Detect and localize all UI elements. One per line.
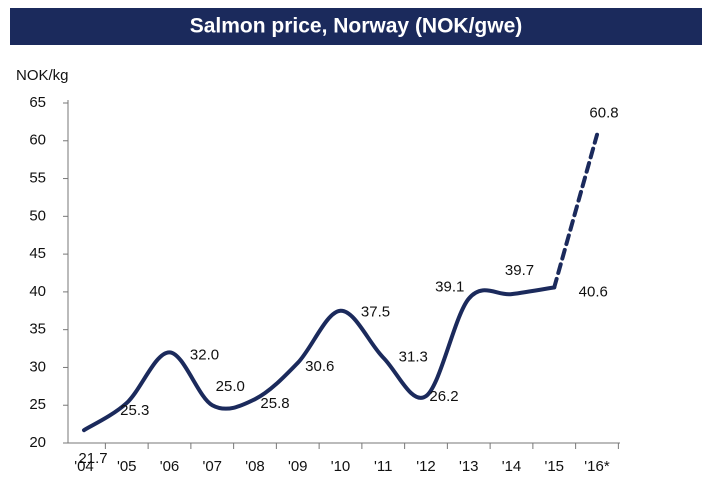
x-tick-label: '15 — [544, 458, 564, 475]
data-label: 40.6 — [579, 283, 608, 300]
y-tick-label: 20 — [29, 434, 46, 451]
data-label: 37.5 — [361, 304, 390, 321]
chart-title: Salmon price, Norway (NOK/gwe) — [190, 15, 523, 38]
y-tick-label: 25 — [29, 396, 46, 413]
x-tick-label: '13 — [459, 458, 479, 475]
x-tick-label: '06 — [160, 458, 180, 475]
data-label: 21.7 — [78, 450, 107, 467]
x-tick-label: '09 — [288, 458, 308, 475]
x-tick-label: '10 — [331, 458, 351, 475]
y-tick-label: 40 — [29, 283, 46, 300]
data-label: 30.6 — [305, 358, 334, 375]
x-tick-label: '04 — [74, 458, 94, 475]
x-tick-label: '14 — [502, 458, 522, 475]
y-tick-label: 55 — [29, 170, 46, 187]
y-tick-label: 60 — [29, 132, 46, 149]
data-label: 32.0 — [190, 346, 219, 363]
price-line — [82, 285, 557, 433]
data-label: 31.3 — [399, 349, 428, 366]
y-axis-label: NOK/kg — [16, 67, 69, 84]
y-tick-label: 30 — [29, 358, 46, 375]
data-label: 60.8 — [589, 105, 618, 122]
data-label: 39.1 — [435, 279, 464, 296]
x-tick-label: '08 — [245, 458, 265, 475]
forecast-line — [552, 132, 599, 290]
title-banner — [10, 8, 702, 45]
data-label: 25.8 — [260, 395, 289, 412]
x-tick-label: '12 — [416, 458, 436, 475]
data-label: 39.7 — [505, 262, 534, 279]
y-tick-label: 50 — [29, 207, 46, 224]
x-tick-label: '07 — [202, 458, 222, 475]
x-tick-label: '05 — [117, 458, 137, 475]
data-label: 26.2 — [429, 388, 458, 405]
data-label: 25.0 — [216, 378, 245, 395]
data-label: 25.3 — [120, 402, 149, 419]
x-tick-label: '11 — [374, 458, 392, 475]
y-tick-label: 35 — [29, 321, 46, 338]
x-tick-label: '16* — [584, 458, 610, 475]
y-tick-label: 65 — [29, 94, 46, 111]
y-tick-label: 45 — [29, 245, 46, 262]
